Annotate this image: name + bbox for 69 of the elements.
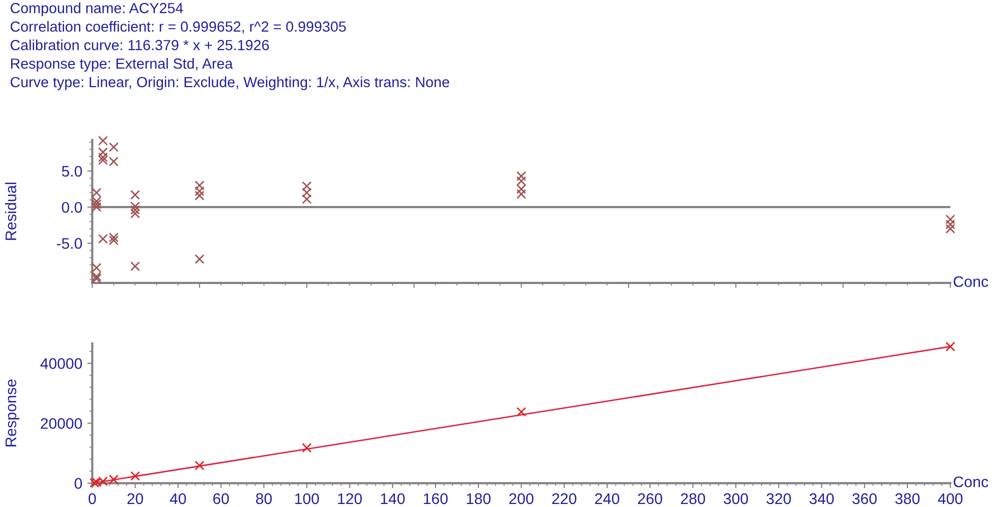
- x-tick-label: 40: [170, 493, 186, 504]
- y-tick-label: 0.0: [62, 202, 82, 213]
- x-tick-label: 340: [809, 493, 834, 504]
- x-tick-label: 380: [895, 493, 920, 504]
- point: [108, 142, 119, 152]
- x-tick-label: 220: [552, 493, 576, 504]
- point: [516, 189, 526, 199]
- point: [194, 460, 204, 470]
- point: [516, 406, 526, 417]
- point: [130, 261, 140, 272]
- x-tick-label: 160: [424, 493, 448, 504]
- x-axis-title: Conc: [954, 476, 988, 488]
- text: Response type: External Std, Area: [11, 58, 233, 72]
- point: [945, 342, 956, 352]
- point: [302, 188, 312, 198]
- point: [92, 188, 102, 198]
- x-tick-label: 320: [766, 493, 791, 504]
- x-tick-label: 0: [88, 493, 96, 504]
- x-tick-label: 20: [127, 493, 144, 504]
- text: Calibration curve: 116.379 * x + 25.1926: [10, 40, 269, 50]
- point: [945, 214, 956, 224]
- point: [130, 208, 140, 218]
- point: [98, 147, 108, 158]
- text: Correlation coefficient: r = 0.999652, r^2 = 0.999305: [10, 21, 346, 34]
- point: [130, 205, 140, 215]
- point: [194, 180, 204, 190]
- y-tick-label: 0: [74, 478, 82, 489]
- y-tick-label: -5.0: [56, 238, 82, 249]
- point: [98, 152, 108, 162]
- x-tick-label: 200: [509, 493, 534, 504]
- y-axis-title: Response: [6, 379, 20, 446]
- point: [516, 176, 526, 186]
- y-tick-label: 20000: [40, 418, 82, 429]
- point: [302, 181, 312, 192]
- point: [92, 202, 102, 212]
- point: [92, 199, 102, 210]
- text: Compound name: ACY254: [10, 2, 183, 16]
- text: Curve type: Linear, Origin: Exclude, Weighting: 1/x, Axis trans: None: [10, 76, 450, 90]
- point: [194, 254, 204, 264]
- x-tick-label: 80: [256, 493, 272, 504]
- x-tick-label: 180: [466, 493, 491, 504]
- x-tick-label: 360: [852, 493, 877, 504]
- point: [92, 262, 102, 273]
- x-tick-label: 100: [295, 493, 319, 504]
- x-axis-title: Conc: [954, 276, 988, 288]
- x-tick-label: 300: [724, 493, 748, 504]
- point: [945, 224, 956, 234]
- y-tick-label: 5.0: [62, 166, 82, 177]
- y-axis-title: Residual: [5, 182, 16, 240]
- x-tick-label: 280: [680, 493, 706, 504]
- point: [130, 190, 140, 200]
- point: [98, 136, 108, 146]
- x-tick-label: 260: [638, 493, 662, 504]
- x-tick-label: 60: [213, 493, 229, 504]
- point: [92, 196, 102, 206]
- x-tick-label: 120: [338, 493, 362, 504]
- point: [516, 184, 526, 194]
- x-tick-label: 140: [381, 493, 405, 504]
- point: [130, 471, 140, 481]
- point: [302, 442, 312, 453]
- point: [194, 186, 204, 196]
- point: [194, 190, 204, 200]
- point: [945, 220, 956, 230]
- point: [130, 202, 140, 212]
- x-tick-label: 400: [938, 493, 962, 504]
- y-tick-label: 40000: [40, 358, 82, 369]
- point: [302, 194, 312, 204]
- x-tick-label: 240: [595, 493, 620, 504]
- point: [516, 171, 526, 181]
